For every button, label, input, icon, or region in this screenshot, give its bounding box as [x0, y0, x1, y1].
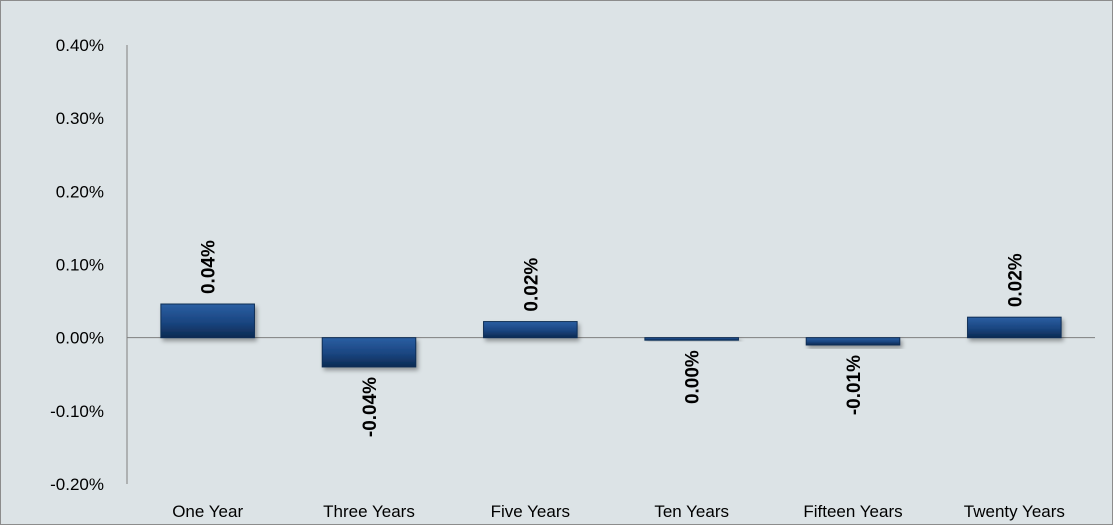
bar — [644, 337, 739, 341]
y-tick-label: 0.00% — [56, 329, 104, 348]
bar — [321, 337, 417, 368]
bar-data-label: -0.01% — [844, 355, 865, 415]
x-tick-label: One Year — [172, 502, 243, 521]
x-tick-label: Fifteen Years — [803, 502, 902, 521]
bar-data-label: 0.04% — [199, 240, 220, 294]
y-tick-label: 0.10% — [56, 256, 104, 275]
bar-data-label: 0.02% — [1005, 253, 1026, 307]
bar — [967, 316, 1062, 339]
x-tick-label: Ten Years — [654, 502, 729, 521]
y-tick-label: 0.40% — [56, 36, 104, 55]
y-tick-label: -0.10% — [50, 402, 104, 421]
bar-series — [160, 303, 1062, 368]
y-tick-label: 0.20% — [56, 182, 104, 201]
x-tick-label: Twenty Years — [964, 502, 1065, 521]
bar — [483, 321, 578, 339]
bar — [160, 303, 255, 339]
bar-data-label: -0.04% — [360, 377, 381, 437]
x-tick-label: Three Years — [323, 502, 415, 521]
y-tick-label: -0.20% — [50, 475, 104, 494]
bar-data-label: 0.02% — [521, 258, 542, 312]
bar-data-label: 0.00% — [683, 350, 704, 404]
x-tick-labels: One Year Three Years Five Years Ten Years Fi… — [172, 502, 1065, 521]
y-tick-labels: 0.40% 0.30% 0.20% 0.10% 0.00% -0.10% -0.20% — [50, 36, 104, 494]
x-tick-label: Five Years — [491, 502, 570, 521]
y-tick-label: 0.30% — [56, 109, 104, 128]
bar — [805, 337, 901, 346]
data-labels: 0.04% -0.04% 0.02% 0.00% -0.01% 0.02% — [199, 240, 1027, 437]
